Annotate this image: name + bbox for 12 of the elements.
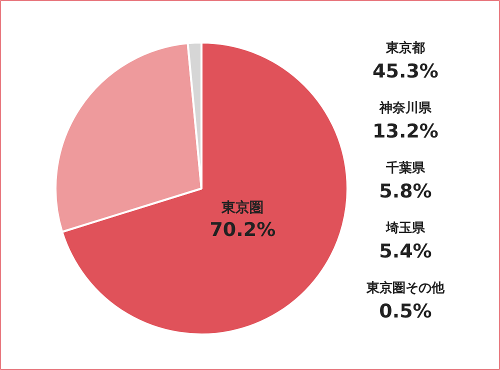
slice-label: 東京圏 — [220, 198, 264, 216]
text: 5.8% — [379, 180, 432, 202]
data-label: 70.2% — [210, 218, 276, 241]
text: 0.5% — [379, 300, 432, 322]
text: 5.4% — [379, 240, 432, 262]
text: 45.3% — [372, 60, 438, 82]
text: 埼玉県 — [385, 221, 426, 236]
text: 神奈川県 — [378, 100, 432, 116]
text: 13.2% — [372, 120, 438, 142]
text: 千葉県 — [385, 160, 426, 176]
text: 東京都 — [385, 40, 425, 56]
text: 東京圏その他 — [366, 280, 446, 296]
